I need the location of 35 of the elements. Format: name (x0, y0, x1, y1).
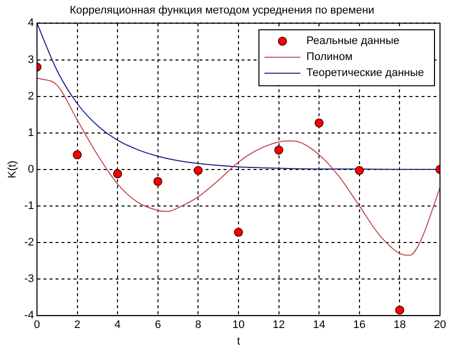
point (113, 169, 122, 178)
point (395, 306, 404, 315)
line-series (36, 78, 440, 256)
x-tick-label: 20 (434, 319, 446, 332)
point (274, 146, 284, 155)
point (234, 228, 243, 237)
y-tick-label: -2 (24, 236, 34, 249)
chart-title: Корреляционная функция методом усреднения по времени (70, 4, 374, 17)
y-tick-label: -1 (24, 200, 34, 212)
x-axis-title: t (236, 335, 240, 348)
y-tick-label: 2 (28, 90, 34, 102)
x-tick-label: 14 (312, 319, 326, 332)
x-tick-label: 4 (114, 319, 121, 332)
point (194, 166, 203, 175)
point (354, 166, 364, 175)
y-tick-label: 4 (28, 17, 34, 30)
legend-label: Реальные данные (306, 35, 400, 48)
x-tick-label: 18 (394, 319, 406, 332)
y-axis-title: K(t) (6, 160, 19, 178)
x-tick-label: 6 (154, 319, 161, 332)
y-tick-label: 3 (28, 54, 34, 66)
legend-label: Полином (306, 51, 353, 64)
x-tick-label: 10 (232, 319, 245, 332)
point (72, 150, 82, 160)
x-tick-label: 16 (353, 319, 366, 332)
x-tick-label: 8 (195, 319, 202, 332)
y-tick-label: -3 (24, 273, 34, 286)
x-tick-label: 12 (272, 319, 285, 332)
y-tick-label: -4 (24, 310, 34, 322)
point (153, 176, 162, 186)
point (314, 118, 324, 128)
legend-label: Теоретические данные (306, 67, 424, 80)
x-tick-label: 2 (74, 319, 80, 332)
y-tick-label: 1 (28, 126, 34, 139)
y-tick-label: 0 (28, 163, 34, 176)
